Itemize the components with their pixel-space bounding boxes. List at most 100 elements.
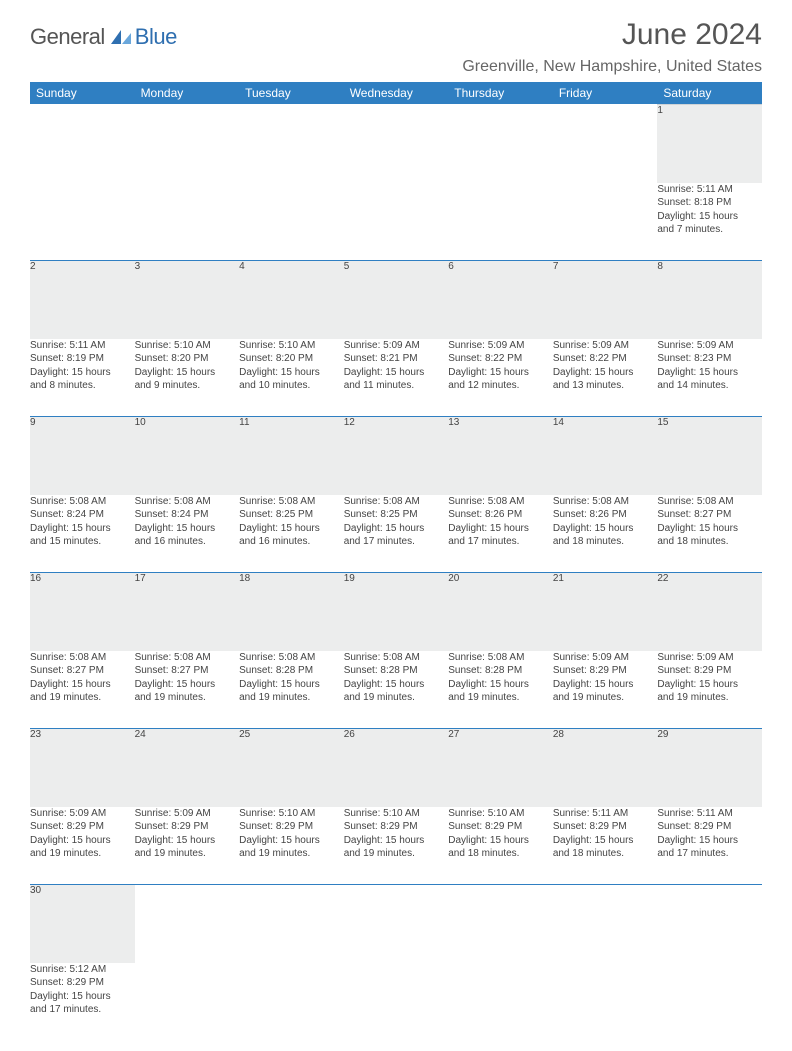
day-detail-cell: Sunrise: 5:08 AMSunset: 8:28 PMDaylight:… xyxy=(448,651,553,729)
daylight-line1: Daylight: 15 hours xyxy=(30,678,135,692)
dayname-sun: Sunday xyxy=(30,82,135,105)
day-number-cell: 27 xyxy=(448,729,553,807)
daylight-line2: and 17 minutes. xyxy=(657,847,762,861)
daylight-line1: Daylight: 15 hours xyxy=(135,522,240,536)
sunrise-text: Sunrise: 5:08 AM xyxy=(30,651,135,665)
day-detail-cell: Sunrise: 5:08 AMSunset: 8:25 PMDaylight:… xyxy=(239,495,344,573)
daylight-line2: and 19 minutes. xyxy=(657,691,762,705)
day-number-cell: 13 xyxy=(448,417,553,495)
day-detail-cell: Sunrise: 5:10 AMSunset: 8:29 PMDaylight:… xyxy=(239,807,344,885)
sunrise-text: Sunrise: 5:08 AM xyxy=(448,651,553,665)
sunrise-text: Sunrise: 5:09 AM xyxy=(553,651,658,665)
dayname-thu: Thursday xyxy=(448,82,553,105)
daylight-line2: and 16 minutes. xyxy=(135,535,240,549)
sunrise-text: Sunrise: 5:09 AM xyxy=(344,339,449,353)
sunset-text: Sunset: 8:29 PM xyxy=(344,820,449,834)
sunrise-text: Sunrise: 5:08 AM xyxy=(135,651,240,665)
sunset-text: Sunset: 8:28 PM xyxy=(344,664,449,678)
day-detail-cell: Sunrise: 5:09 AMSunset: 8:22 PMDaylight:… xyxy=(448,339,553,417)
week-daynum-row: 9101112131415 xyxy=(30,417,762,495)
sunset-text: Sunset: 8:29 PM xyxy=(30,976,135,990)
day-number-cell: 25 xyxy=(239,729,344,807)
day-detail-cell xyxy=(344,183,449,261)
daylight-line1: Daylight: 15 hours xyxy=(657,522,762,536)
sunrise-text: Sunrise: 5:10 AM xyxy=(239,339,344,353)
day-number-cell: 2 xyxy=(30,261,135,339)
daylight-line2: and 15 minutes. xyxy=(30,535,135,549)
daylight-line1: Daylight: 15 hours xyxy=(553,522,658,536)
title-block: June 2024 Greenville, New Hampshire, Uni… xyxy=(462,18,762,76)
day-detail-cell: Sunrise: 5:11 AMSunset: 8:29 PMDaylight:… xyxy=(553,807,658,885)
sunset-text: Sunset: 8:27 PM xyxy=(657,508,762,522)
week-detail-row: Sunrise: 5:11 AMSunset: 8:18 PMDaylight:… xyxy=(30,183,762,261)
sunrise-text: Sunrise: 5:11 AM xyxy=(657,183,762,197)
daylight-line2: and 19 minutes. xyxy=(30,691,135,705)
day-number-cell: 4 xyxy=(239,261,344,339)
daylight-line1: Daylight: 15 hours xyxy=(553,678,658,692)
day-number-cell: 28 xyxy=(553,729,658,807)
day-number-cell xyxy=(344,885,449,963)
sunset-text: Sunset: 8:29 PM xyxy=(657,820,762,834)
daylight-line2: and 19 minutes. xyxy=(553,691,658,705)
sunset-text: Sunset: 8:29 PM xyxy=(657,664,762,678)
sunset-text: Sunset: 8:27 PM xyxy=(135,664,240,678)
daylight-line1: Daylight: 15 hours xyxy=(657,210,762,224)
sunset-text: Sunset: 8:18 PM xyxy=(657,196,762,210)
daylight-line2: and 19 minutes. xyxy=(239,847,344,861)
daylight-line2: and 10 minutes. xyxy=(239,379,344,393)
daylight-line1: Daylight: 15 hours xyxy=(448,522,553,536)
week-detail-row: Sunrise: 5:11 AMSunset: 8:19 PMDaylight:… xyxy=(30,339,762,417)
day-number-cell xyxy=(30,105,135,183)
day-detail-cell: Sunrise: 5:10 AMSunset: 8:29 PMDaylight:… xyxy=(448,807,553,885)
daylight-line2: and 17 minutes. xyxy=(448,535,553,549)
day-detail-cell xyxy=(657,963,762,1041)
sunset-text: Sunset: 8:25 PM xyxy=(344,508,449,522)
day-detail-cell: Sunrise: 5:08 AMSunset: 8:28 PMDaylight:… xyxy=(239,651,344,729)
day-detail-cell: Sunrise: 5:10 AMSunset: 8:20 PMDaylight:… xyxy=(135,339,240,417)
day-detail-cell: Sunrise: 5:09 AMSunset: 8:23 PMDaylight:… xyxy=(657,339,762,417)
day-number-cell: 23 xyxy=(30,729,135,807)
day-detail-cell: Sunrise: 5:08 AMSunset: 8:27 PMDaylight:… xyxy=(30,651,135,729)
header-row: General Blue June 2024 Greenville, New H… xyxy=(30,18,762,76)
daylight-line1: Daylight: 15 hours xyxy=(135,834,240,848)
sunset-text: Sunset: 8:19 PM xyxy=(30,352,135,366)
sunrise-text: Sunrise: 5:09 AM xyxy=(657,339,762,353)
sunrise-text: Sunrise: 5:10 AM xyxy=(344,807,449,821)
day-detail-cell: Sunrise: 5:12 AMSunset: 8:29 PMDaylight:… xyxy=(30,963,135,1041)
day-detail-cell xyxy=(239,183,344,261)
sunset-text: Sunset: 8:20 PM xyxy=(135,352,240,366)
sunrise-text: Sunrise: 5:11 AM xyxy=(657,807,762,821)
day-number-cell: 30 xyxy=(30,885,135,963)
day-detail-cell: Sunrise: 5:09 AMSunset: 8:29 PMDaylight:… xyxy=(553,651,658,729)
month-year: June 2024 xyxy=(462,18,762,52)
daylight-line2: and 19 minutes. xyxy=(135,847,240,861)
daylight-line1: Daylight: 15 hours xyxy=(553,834,658,848)
daylight-line1: Daylight: 15 hours xyxy=(553,366,658,380)
day-detail-cell: Sunrise: 5:09 AMSunset: 8:29 PMDaylight:… xyxy=(657,651,762,729)
day-number-cell: 11 xyxy=(239,417,344,495)
sunrise-text: Sunrise: 5:08 AM xyxy=(657,495,762,509)
day-detail-cell: Sunrise: 5:08 AMSunset: 8:28 PMDaylight:… xyxy=(344,651,449,729)
day-number-cell: 8 xyxy=(657,261,762,339)
sunset-text: Sunset: 8:23 PM xyxy=(657,352,762,366)
daylight-line2: and 8 minutes. xyxy=(30,379,135,393)
sunrise-text: Sunrise: 5:09 AM xyxy=(553,339,658,353)
daylight-line2: and 7 minutes. xyxy=(657,223,762,237)
day-detail-cell: Sunrise: 5:09 AMSunset: 8:22 PMDaylight:… xyxy=(553,339,658,417)
week-daynum-row: 1 xyxy=(30,105,762,183)
sunset-text: Sunset: 8:27 PM xyxy=(30,664,135,678)
sunset-text: Sunset: 8:29 PM xyxy=(553,820,658,834)
sail-icon xyxy=(109,28,133,46)
calendar-page: General Blue June 2024 Greenville, New H… xyxy=(0,0,792,1051)
sunset-text: Sunset: 8:26 PM xyxy=(553,508,658,522)
sunrise-text: Sunrise: 5:09 AM xyxy=(448,339,553,353)
day-detail-cell xyxy=(448,963,553,1041)
sunset-text: Sunset: 8:28 PM xyxy=(239,664,344,678)
sunrise-text: Sunrise: 5:10 AM xyxy=(239,807,344,821)
sunrise-text: Sunrise: 5:11 AM xyxy=(553,807,658,821)
sunrise-text: Sunrise: 5:09 AM xyxy=(30,807,135,821)
logo-word1: General xyxy=(30,24,105,50)
daylight-line2: and 16 minutes. xyxy=(239,535,344,549)
day-number-cell: 10 xyxy=(135,417,240,495)
week-detail-row: Sunrise: 5:09 AMSunset: 8:29 PMDaylight:… xyxy=(30,807,762,885)
